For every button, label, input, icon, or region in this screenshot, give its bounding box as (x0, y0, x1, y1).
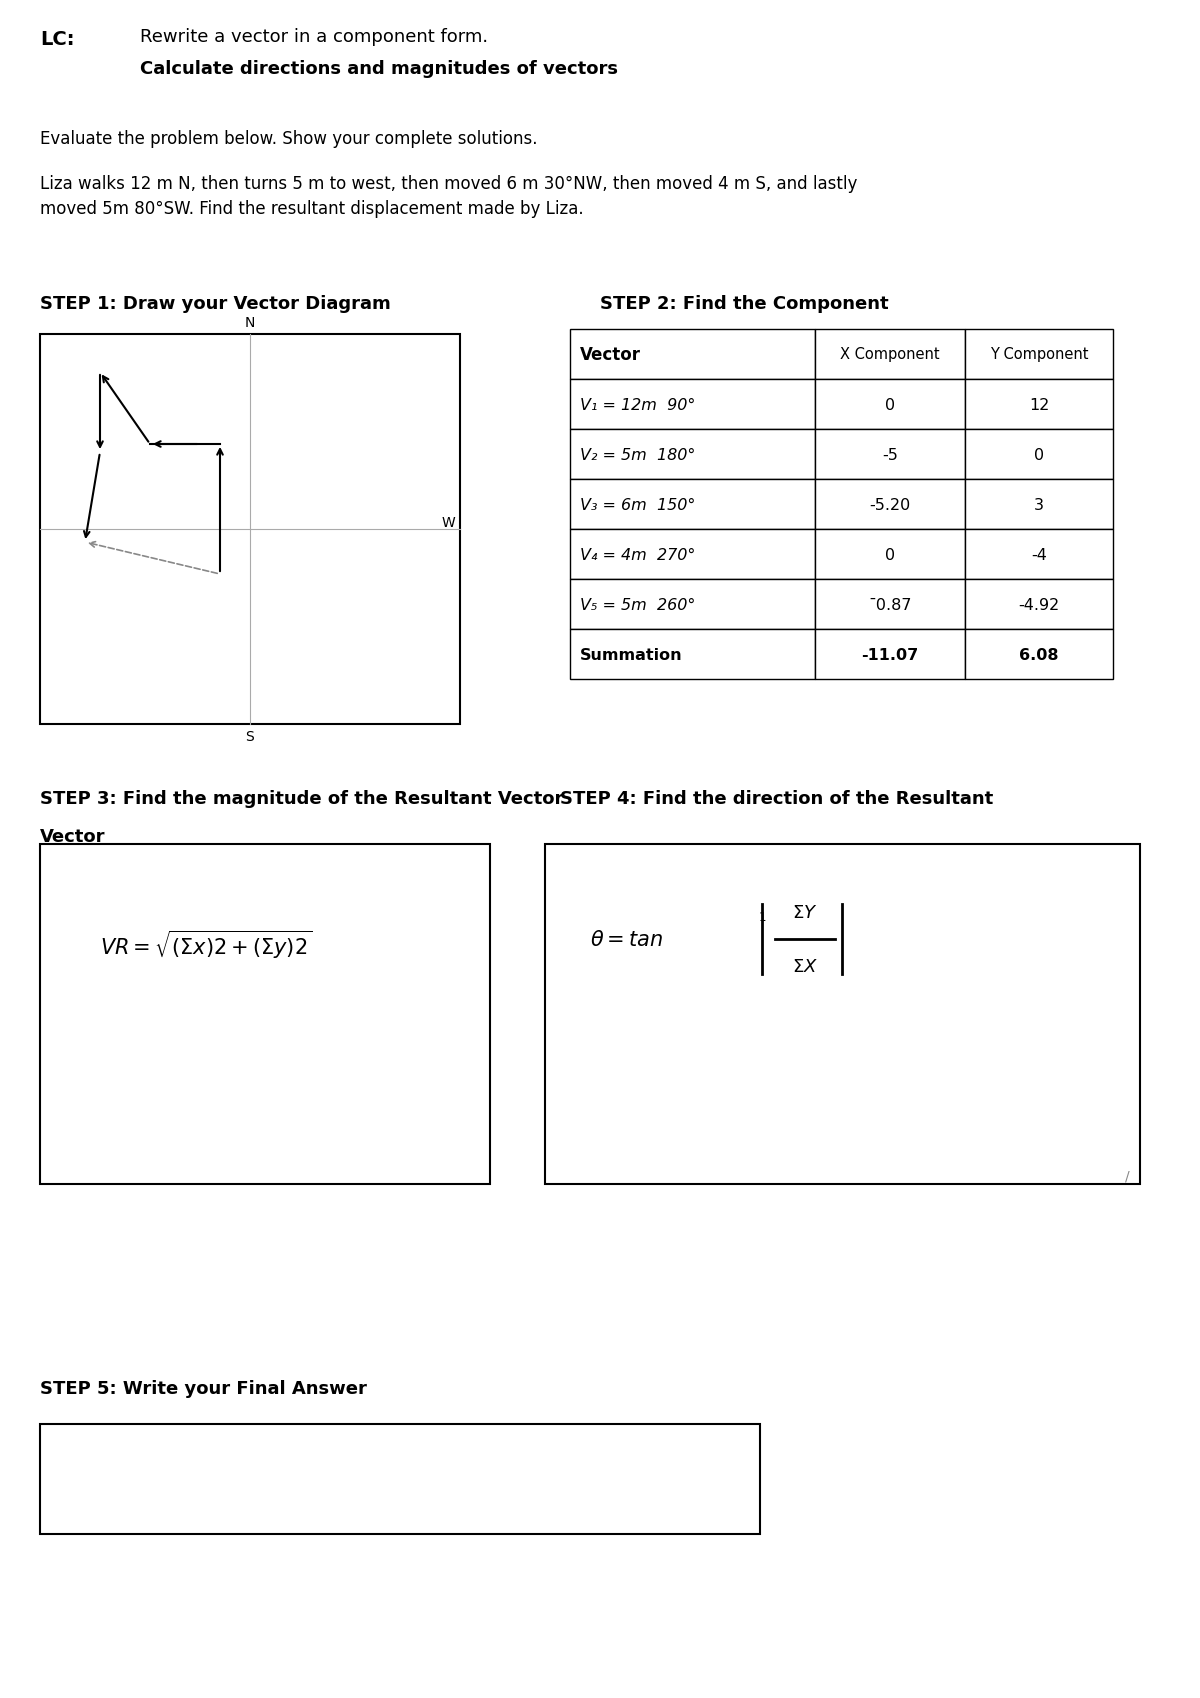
Text: 6.08: 6.08 (1019, 647, 1058, 662)
Bar (570, 530, 815, 579)
Text: 12: 12 (1028, 397, 1049, 413)
Text: /: / (1126, 1170, 1130, 1184)
Text: $^{1}$: $^{1}$ (758, 912, 767, 931)
Text: 0: 0 (884, 397, 895, 413)
Text: STEP 2: Find the Component: STEP 2: Find the Component (600, 295, 889, 312)
Text: V₅ = 5m  260°: V₅ = 5m 260° (580, 598, 695, 613)
Bar (570, 329, 815, 380)
Bar (965, 579, 1114, 630)
Bar (965, 430, 1114, 481)
Text: V₁ = 12m  90°: V₁ = 12m 90° (580, 397, 695, 413)
Bar (570, 481, 815, 530)
Bar (40, 844, 490, 1184)
Bar (815, 481, 965, 530)
Text: -5.20: -5.20 (869, 498, 911, 513)
Text: Vector: Vector (580, 346, 641, 363)
Bar (570, 579, 815, 630)
Bar (965, 380, 1114, 430)
Text: N: N (245, 316, 256, 329)
Bar (545, 844, 1140, 1184)
Text: 0: 0 (1034, 447, 1044, 462)
Bar (965, 481, 1114, 530)
Text: -4.92: -4.92 (1019, 598, 1060, 613)
Text: STEP 5: Write your Final Answer: STEP 5: Write your Final Answer (40, 1379, 367, 1397)
Bar (815, 630, 965, 679)
Text: LC:: LC: (40, 31, 74, 49)
Bar (570, 630, 815, 679)
Bar (815, 579, 965, 630)
Text: -4: -4 (1031, 547, 1046, 562)
Text: STEP 3: Find the magnitude of the Resultant Vector: STEP 3: Find the magnitude of the Result… (40, 790, 563, 808)
Text: Y Component: Y Component (990, 348, 1088, 362)
Text: 0: 0 (884, 547, 895, 562)
Bar (815, 380, 965, 430)
Bar (570, 380, 815, 430)
Bar (965, 530, 1114, 579)
Text: W: W (442, 516, 455, 530)
Text: S: S (246, 730, 254, 744)
Text: $\Sigma Y$: $\Sigma Y$ (792, 903, 817, 922)
Text: V₂ = 5m  180°: V₂ = 5m 180° (580, 447, 695, 462)
Text: Liza walks 12 m N, then turns 5 m to west, then moved 6 m 30°NW, then moved 4 m : Liza walks 12 m N, then turns 5 m to wes… (40, 175, 857, 217)
Text: STEP 1: Draw your Vector Diagram: STEP 1: Draw your Vector Diagram (40, 295, 391, 312)
Bar (40, 335, 460, 725)
Bar (965, 630, 1114, 679)
Text: -5: -5 (882, 447, 898, 462)
Text: -11.07: -11.07 (862, 647, 919, 662)
Text: X Component: X Component (840, 348, 940, 362)
Text: V₄ = 4m  270°: V₄ = 4m 270° (580, 547, 695, 562)
Text: $\theta = tan$: $\theta = tan$ (590, 929, 664, 949)
Text: $VR = \sqrt{(\Sigma x)2 + (\Sigma y)2}$: $VR = \sqrt{(\Sigma x)2 + (\Sigma y)2}$ (100, 929, 312, 961)
Bar (965, 329, 1114, 380)
Text: 3: 3 (1034, 498, 1044, 513)
Bar (815, 430, 965, 481)
Text: ¯0.87: ¯0.87 (869, 598, 912, 613)
Text: STEP 4: Find the direction of the Resultant: STEP 4: Find the direction of the Result… (560, 790, 994, 808)
Text: Rewrite a vector in a component form.: Rewrite a vector in a component form. (140, 27, 488, 46)
Text: V₃ = 6m  150°: V₃ = 6m 150° (580, 498, 695, 513)
Text: Evaluate the problem below. Show your complete solutions.: Evaluate the problem below. Show your co… (40, 131, 538, 148)
Text: $\Sigma X$: $\Sigma X$ (792, 958, 818, 975)
Bar (815, 329, 965, 380)
Text: Summation: Summation (580, 647, 683, 662)
Text: Vector: Vector (40, 827, 106, 846)
Bar (40, 1425, 760, 1533)
Bar (570, 430, 815, 481)
Bar (815, 530, 965, 579)
Text: Calculate directions and magnitudes of vectors: Calculate directions and magnitudes of v… (140, 59, 618, 78)
